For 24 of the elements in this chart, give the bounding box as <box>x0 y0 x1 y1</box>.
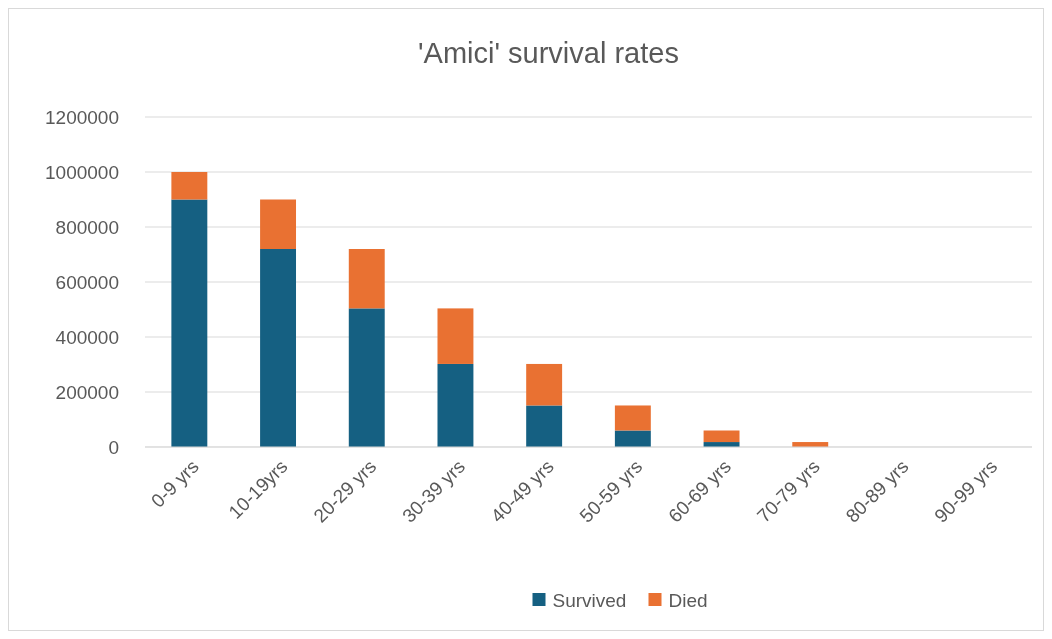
legend-label: Survived <box>552 589 627 611</box>
bar <box>348 308 385 447</box>
bar <box>260 199 297 249</box>
bar <box>260 249 297 447</box>
bar <box>614 405 651 431</box>
y-tick-label: 600000 <box>55 271 119 293</box>
bar <box>526 363 563 406</box>
bar <box>171 172 208 200</box>
bar <box>171 199 208 447</box>
legend-label: Died <box>668 589 708 611</box>
chart-title: 'Amici' survival rates <box>418 37 679 69</box>
x-tick-label: 0-9 yrs <box>146 455 203 512</box>
y-tick-label: 800000 <box>55 216 119 238</box>
y-tick-label: 1200000 <box>45 106 119 128</box>
bar <box>526 405 563 447</box>
bar <box>348 249 385 309</box>
y-tick-label: 200000 <box>55 381 119 403</box>
bar <box>703 430 740 443</box>
bar <box>437 308 474 364</box>
bar <box>614 430 651 447</box>
bar <box>437 363 474 447</box>
y-tick-label: 1000000 <box>45 161 119 183</box>
y-tick-label: 400000 <box>55 326 119 348</box>
y-tick-label: 0 <box>108 436 119 458</box>
